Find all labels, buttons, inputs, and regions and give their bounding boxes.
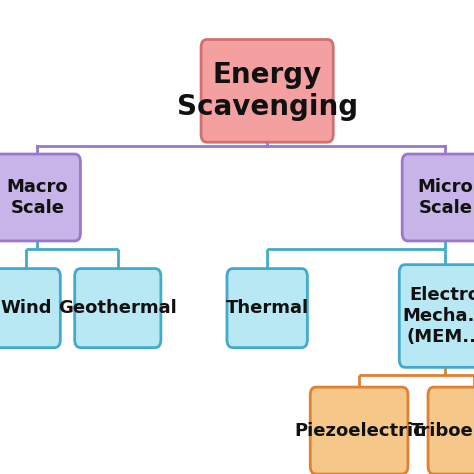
Text: Electro
Mecha...
(MEM...: Electro Mecha... (MEM... <box>402 286 474 346</box>
FancyBboxPatch shape <box>402 154 474 241</box>
Text: Triboelectric: Triboelectric <box>411 421 474 439</box>
Text: Micro
Scale: Micro Scale <box>418 178 473 217</box>
FancyBboxPatch shape <box>201 39 333 142</box>
Text: Piezoelectric: Piezoelectric <box>294 421 424 439</box>
FancyBboxPatch shape <box>227 269 307 347</box>
Text: Energy
Scavenging: Energy Scavenging <box>177 61 358 121</box>
FancyBboxPatch shape <box>0 269 60 347</box>
Text: Macro
Scale: Macro Scale <box>7 178 68 217</box>
Text: Geothermal: Geothermal <box>58 299 177 317</box>
Text: Thermal: Thermal <box>226 299 309 317</box>
FancyBboxPatch shape <box>310 387 408 474</box>
FancyBboxPatch shape <box>75 269 161 347</box>
FancyBboxPatch shape <box>428 387 474 474</box>
Text: Wind: Wind <box>0 299 52 317</box>
FancyBboxPatch shape <box>399 264 474 367</box>
FancyBboxPatch shape <box>0 154 81 241</box>
